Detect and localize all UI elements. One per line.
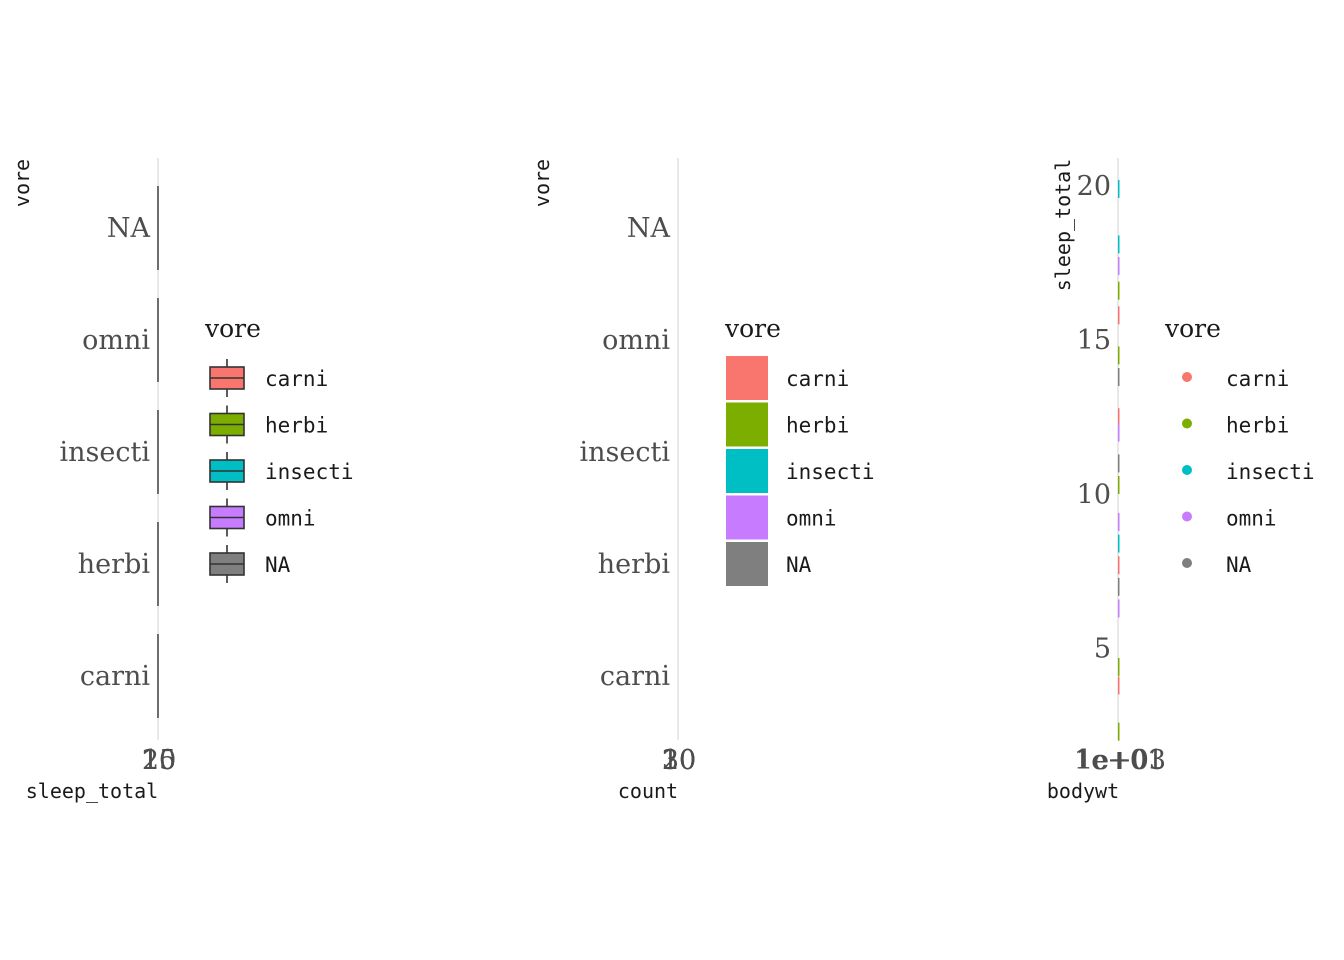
scatter-point-herbi	[1118, 346, 1120, 365]
scatter-legend-key-insecti	[1182, 465, 1192, 475]
scatter-y-axis-label: sleep_total	[1051, 159, 1075, 291]
boxplot-legend-label: NA	[265, 553, 291, 577]
scatter-point-herbi	[1118, 657, 1120, 676]
scatter-point-omni	[1118, 513, 1120, 532]
scatter-x-tick-label: 1e+03	[1076, 745, 1166, 776]
boxplot-x-tick-label: 15	[142, 745, 176, 776]
bar-x-tick-label: 10	[662, 745, 696, 776]
scatter-legend-key-carni	[1182, 372, 1192, 382]
scatter-legend-label: insecti	[1226, 460, 1315, 484]
boxplot-legend-label: omni	[265, 507, 316, 531]
boxplot-y-tick-label: insecti	[60, 437, 151, 468]
bar-x-tick-label: 20	[662, 745, 696, 776]
bar-y-tick-label: NA	[627, 213, 671, 244]
boxplot-y-tick-label: NA	[107, 213, 151, 244]
scatter-point-omni	[1118, 599, 1120, 618]
boxplot-legend-label: herbi	[265, 414, 328, 438]
boxplot-legend-title: vore	[204, 314, 261, 343]
bar-legend: vore carni herbi insecti omni NA	[724, 314, 875, 586]
bar-legend-key-NA	[726, 542, 768, 586]
scatter-point-carni	[1118, 306, 1120, 325]
bar-y-tick-label: insecti	[580, 437, 671, 468]
scatter-legend-label: herbi	[1226, 414, 1289, 438]
scatter-x-tick-label: 1e+01	[1074, 745, 1164, 776]
scatter-point-NA	[1118, 368, 1120, 387]
scatter-legend-key-NA	[1182, 558, 1192, 568]
bar-x-axis-label: count	[618, 779, 678, 803]
boxplot-x-axis-label: sleep_total	[26, 779, 158, 803]
scatter-legend-title: vore	[1164, 314, 1221, 343]
scatter-point-insecti	[1118, 235, 1120, 254]
scatter-point-omni	[1118, 257, 1120, 276]
scatter-legend: vore carni herbi insecti omni NA	[1164, 314, 1315, 577]
scatter-point-insecti	[1118, 179, 1120, 198]
boxplot-x-tick-label: 10	[142, 745, 176, 776]
bar-legend-label: carni	[786, 367, 849, 391]
scatter-point-insecti	[1118, 534, 1120, 553]
boxplot-legend-key-carni	[209, 359, 245, 397]
bar-legend-label: NA	[786, 553, 812, 577]
bar-y-tick-label: omni	[602, 325, 670, 356]
bar-legend-key-omni	[726, 495, 768, 540]
scatter-legend-key-herbi	[1182, 418, 1192, 429]
bar-y-tick-label: carni	[600, 661, 671, 692]
scatter-point-herbi	[1118, 722, 1120, 741]
bar-legend-key-insecti	[726, 449, 768, 493]
scatter-point-NA	[1118, 577, 1120, 596]
boxplot-y-axis-label: vore	[10, 159, 34, 207]
boxplot-y-tick-label: carni	[80, 661, 151, 692]
scatter-y-tick-label: 20	[1077, 171, 1111, 202]
boxplot-legend-key-omni	[209, 498, 245, 537]
boxplot-y-tick-label: herbi	[78, 549, 151, 580]
bar-x-tick-label: 30	[662, 745, 696, 776]
scatter-point-herbi	[1118, 476, 1120, 495]
boxplot-legend-key-herbi	[209, 405, 245, 444]
scatter-y-tick-label: 15	[1077, 325, 1111, 356]
bar-legend-key-carni	[726, 356, 768, 400]
bar-y-tick-label: herbi	[598, 549, 671, 580]
scatter-point-carni	[1118, 408, 1120, 427]
scatter-point-NA	[1118, 454, 1120, 473]
scatter-legend-label: omni	[1226, 507, 1277, 531]
scatter-legend-key-omni	[1182, 511, 1192, 522]
scatter-point-carni	[1118, 676, 1120, 695]
bar-y-axis-label: vore	[530, 159, 554, 207]
boxplot-legend-key-NA	[209, 545, 245, 583]
boxplot-legend-label: insecti	[265, 460, 354, 484]
boxplot-legend: vore carni herbi insecti omni NA	[204, 314, 354, 583]
scatter-legend-label: carni	[1226, 367, 1289, 391]
scatter-point-omni	[1118, 423, 1120, 442]
scatter-y-tick-label: 5	[1094, 633, 1111, 664]
boxplot-legend-key-insecti	[209, 452, 245, 490]
bar-legend-label: omni	[786, 507, 837, 531]
scatter-point-herbi	[1118, 281, 1120, 300]
scatter-y-tick-label: 10	[1077, 479, 1111, 510]
bar-legend-title: vore	[724, 314, 781, 343]
boxplot-y-tick-label: omni	[82, 325, 150, 356]
bar-legend-label: insecti	[786, 460, 875, 484]
boxplot-x-tick-label: 20	[142, 745, 176, 776]
scatter-legend-label: NA	[1226, 553, 1252, 577]
scatter-point-carni	[1118, 556, 1120, 575]
boxplot-legend-label: carni	[265, 367, 328, 391]
scatter-x-axis-label: bodywt	[1047, 779, 1119, 803]
bar-legend-label: herbi	[786, 414, 849, 438]
bar-legend-key-herbi	[726, 402, 768, 447]
